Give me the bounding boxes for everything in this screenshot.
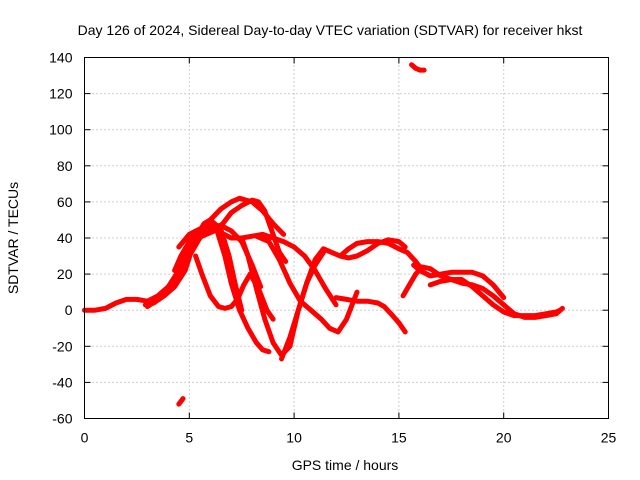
series-track-h [207,221,272,355]
y-axis-title: SDTVAR / TECUs [5,182,21,294]
series-track-e [178,197,289,264]
series-track-l [333,295,408,335]
x-tick-label: 15 [391,430,407,446]
x-tick-label: 5 [185,430,193,446]
y-tick-label: -40 [52,374,72,390]
y-tick-label: 140 [49,50,73,66]
axis-ticks: 0 5 10 15 20 25 -60 -40 -20 0 20 40 60 80 100 120 140 [49,50,616,446]
y-tick-label: 40 [57,230,73,246]
y-tick-label: 60 [57,194,73,210]
x-axis-title: GPS time / hours [292,457,399,473]
y-tick-label: 100 [49,122,73,138]
series-track-j [253,233,360,335]
y-tick-label: -20 [52,338,72,354]
y-tick-label: 80 [57,158,73,174]
series-track-r [409,62,427,73]
series-track-m [337,239,423,270]
x-tick-label: 10 [286,430,302,446]
x-tick-label: 0 [81,430,89,446]
x-tick-label: 25 [601,430,617,446]
grid [84,57,609,419]
series-track-p [427,277,563,319]
y-tick-label: 120 [49,86,73,102]
series-track-o [411,262,507,301]
plot-area [82,62,565,407]
y-tick-label: 20 [57,266,73,282]
x-tick-label: 20 [496,430,512,446]
y-tick-label: -60 [52,411,72,427]
y-tick-label: 0 [65,302,73,318]
plot-frame [84,57,609,419]
chart-title: Day 126 of 2024, Sidereal Day-to-day VTE… [78,22,583,38]
series-track-q [176,396,186,407]
